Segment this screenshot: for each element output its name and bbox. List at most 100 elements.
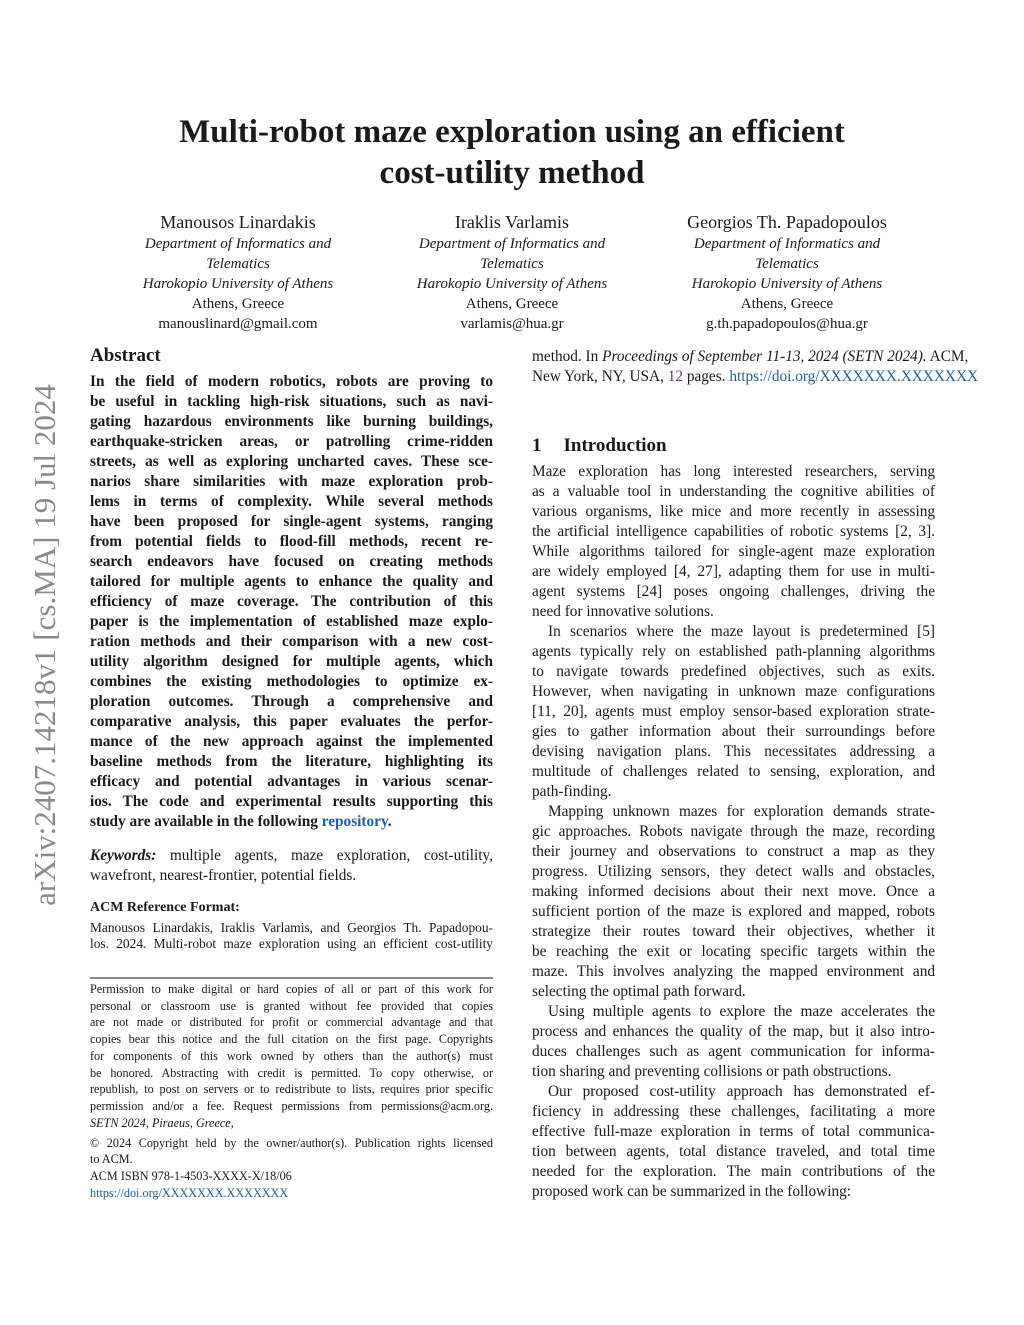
permission-line: are not made or distributed for profit o…	[90, 1015, 493, 1030]
paper-title: Multi-robot maze exploration using an ef…	[0, 112, 1024, 194]
acm-reference-continued: method. In Proceedings of September 11-1…	[532, 347, 978, 387]
keywords-label: Keywords:	[90, 847, 157, 864]
paragraph-line: gies to gather information about their s…	[532, 723, 935, 740]
pages-link[interactable]: 12	[667, 368, 684, 385]
paragraph-line: needed for the exploration. The main con…	[532, 1163, 935, 1180]
author-location: Athens, Greece	[465, 296, 559, 312]
doi-link[interactable]: https://doi.org/XXXXXXX.XXXXXXX	[729, 368, 979, 385]
paragraph-line: devising navigation plans. This necessit…	[532, 743, 935, 760]
paragraph-line: While algorithms tailored for single-age…	[532, 543, 935, 560]
abstract-body: In the field of modern robotics, robots …	[90, 372, 493, 832]
paragraph-line: to navigate towards predefined objective…	[532, 663, 935, 680]
copyright: to ACM.	[90, 1152, 133, 1167]
paragraph-line: However, when navigating in unknown maze…	[532, 683, 935, 700]
permission-line: for components of this work owned by oth…	[90, 1048, 493, 1063]
abstract-line: from potential fields to flood-fill meth…	[90, 533, 493, 550]
title-line: cost-utility method	[379, 155, 645, 191]
paragraph-line: need for innovative solutions.	[532, 603, 714, 620]
permission-notice: Permission to make digital or hard copie…	[90, 981, 493, 1115]
keywords-text: wavefront, nearest-frontier, potential f…	[90, 867, 357, 884]
paragraph-line: agents typically rely on established pat…	[532, 643, 935, 660]
abstract-line: have been proposed for single-agent syst…	[90, 513, 493, 530]
paragraph-line: maze. This involves analyzing the mapped…	[532, 963, 935, 980]
author-location: Athens, Greece	[740, 296, 834, 312]
author-affiliation: Telematics	[480, 256, 544, 272]
paragraph-line: effective full-maze exploration in terms…	[532, 1123, 935, 1140]
paragraph-line: progress. Utilizing sensors, they detect…	[532, 863, 935, 880]
abstract-line: lems in terms of complexity. While sever…	[90, 493, 493, 510]
isbn: ACM ISBN 978-1-4503-XXXX-X/18/06	[90, 1169, 292, 1184]
author-location: Athens, Greece	[191, 296, 285, 312]
permission-line: republish, to post on servers or to redi…	[90, 1082, 493, 1097]
paragraph-line: sufficient portion of the maze is explor…	[532, 903, 935, 920]
abstract-line: narios share similarities with maze expl…	[90, 473, 493, 490]
publication-info: SETN 2024, Piraeus, Greece, © 2024 Copyr…	[90, 1115, 493, 1202]
permission-line: be honored. Abstracting with credit is p…	[90, 1065, 493, 1080]
section-title: Introduction	[563, 435, 667, 456]
paragraph-line: proposed work can be summarized in the f…	[532, 1183, 852, 1200]
paragraph-line: their journey and observations to constr…	[532, 843, 935, 860]
paragraph-line: tion sharing and preventing collisions o…	[532, 1063, 892, 1080]
acm-reference-heading: ACM Reference Format:	[90, 900, 240, 915]
paragraph-line: tion between agents, total distance trav…	[532, 1143, 935, 1160]
author-affiliation: Harokopio University of Athens	[142, 276, 334, 292]
paragraph: Maze exploration has long interested res…	[532, 462, 935, 622]
abstract-line: study are available in the following rep…	[90, 812, 493, 832]
abstract-line: mance of the new approach against the im…	[90, 733, 493, 750]
arxiv-stamp: arXiv:2407.14218v1 [cs.MA] 19 Jul 2024	[27, 384, 62, 906]
permission-line: permission and/or a fee. Request permiss…	[90, 1098, 493, 1113]
abstract-heading: Abstract	[90, 345, 161, 366]
keywords-text: multiple agents, maze exploration, cost-…	[156, 847, 493, 864]
paragraph-line: gic approaches. Robots navigate through …	[532, 823, 935, 840]
doi-link[interactable]: https://doi.org/XXXXXXX.XXXXXXX	[90, 1185, 289, 1200]
paragraph-line: duces challenges such as agent communica…	[532, 1043, 935, 1060]
paragraph: Using multiple agents to explore the maz…	[532, 1002, 935, 1082]
author-block: Georgios Th. Papadopoulos Department of I…	[657, 210, 917, 334]
paragraph-line: be reaching the exit or locating specifi…	[532, 943, 935, 960]
paragraph-line: are widely employed [4, 27], adapting th…	[532, 563, 935, 580]
permission-line: copies bear this notice and the full cit…	[90, 1032, 493, 1047]
abstract-text: study are available in the following	[90, 813, 322, 830]
author-email: g.th.papadopoulos@hua.gr	[706, 316, 868, 332]
paragraph-line: In scenarios where the maze layout is pr…	[548, 623, 935, 640]
abstract-line: In the field of modern robotics, robots …	[90, 373, 493, 390]
paragraph: In scenarios where the maze layout is pr…	[532, 622, 935, 802]
abstract-line: paper is the implementation of establish…	[90, 613, 493, 630]
author-email: manouslinard@gmail.com	[158, 316, 318, 332]
abstract-line: utility algorithm designed for multiple …	[90, 653, 493, 670]
abstract-line: ploration outcomes. Through a comprehens…	[90, 693, 493, 710]
paragraph-line: selecting the optimal path forward.	[532, 983, 746, 1000]
abstract-line: be useful in tackling high-risk situatio…	[90, 393, 493, 410]
abstract-section: Abstract	[90, 344, 493, 368]
paragraph-line: path-finding.	[532, 783, 612, 800]
paragraph-line: Our proposed cost-utility approach has d…	[548, 1083, 935, 1100]
reference-text: New York, NY, USA,	[532, 368, 668, 385]
abstract-line: search endeavors have focused on creatin…	[90, 553, 493, 570]
footnote-rule	[90, 977, 493, 979]
reference-text: ACM,	[926, 348, 969, 365]
title-line: Multi-robot maze exploration using an ef…	[179, 114, 845, 150]
paragraph: Our proposed cost-utility approach has d…	[532, 1082, 935, 1202]
introduction-heading: 1 Introduction	[532, 434, 935, 458]
author-affiliation: Harokopio University of Athens	[416, 276, 608, 292]
author-affiliation: Department of Informatics and	[418, 236, 606, 252]
acm-reference-text: Manousos Linardakis, Iraklis Varlamis, a…	[90, 920, 493, 935]
paragraph-line: strategize their routes toward their obj…	[532, 923, 935, 940]
author-block: Iraklis Varlamis Department of Informatic…	[382, 210, 642, 334]
paragraph-line: Mapping unknown mazes for exploration de…	[548, 803, 935, 820]
paragraph-line: agent systems [24] poses ongoing challen…	[532, 583, 935, 600]
abstract-line: comparative analysis, this paper evaluat…	[90, 713, 493, 730]
acm-reference: ACM Reference Format: Manousos Linardaki…	[90, 900, 493, 952]
abstract-line: efficiency of maze coverage. The contrib…	[90, 593, 493, 610]
repository-link[interactable]: repository	[321, 813, 388, 830]
paragraph-line: [11, 20], agents must employ sensor-base…	[532, 703, 935, 720]
author-name: Manousos Linardakis	[160, 212, 316, 232]
introduction-body: Maze exploration has long interested res…	[532, 462, 935, 1202]
paragraph-line: Using multiple agents to explore the maz…	[548, 1003, 935, 1020]
abstract-line: streets, as well as exploring uncharted …	[90, 453, 493, 470]
proceedings-title: Proceedings of September 11-13, 2024 (SE…	[602, 348, 927, 365]
author-affiliation: Department of Informatics and	[693, 236, 881, 252]
author-email: varlamis@hua.gr	[460, 316, 564, 332]
paragraph-line: as a valuable tool in understanding the …	[532, 483, 935, 500]
abstract-line: combines the existing methodologies to o…	[90, 673, 493, 690]
